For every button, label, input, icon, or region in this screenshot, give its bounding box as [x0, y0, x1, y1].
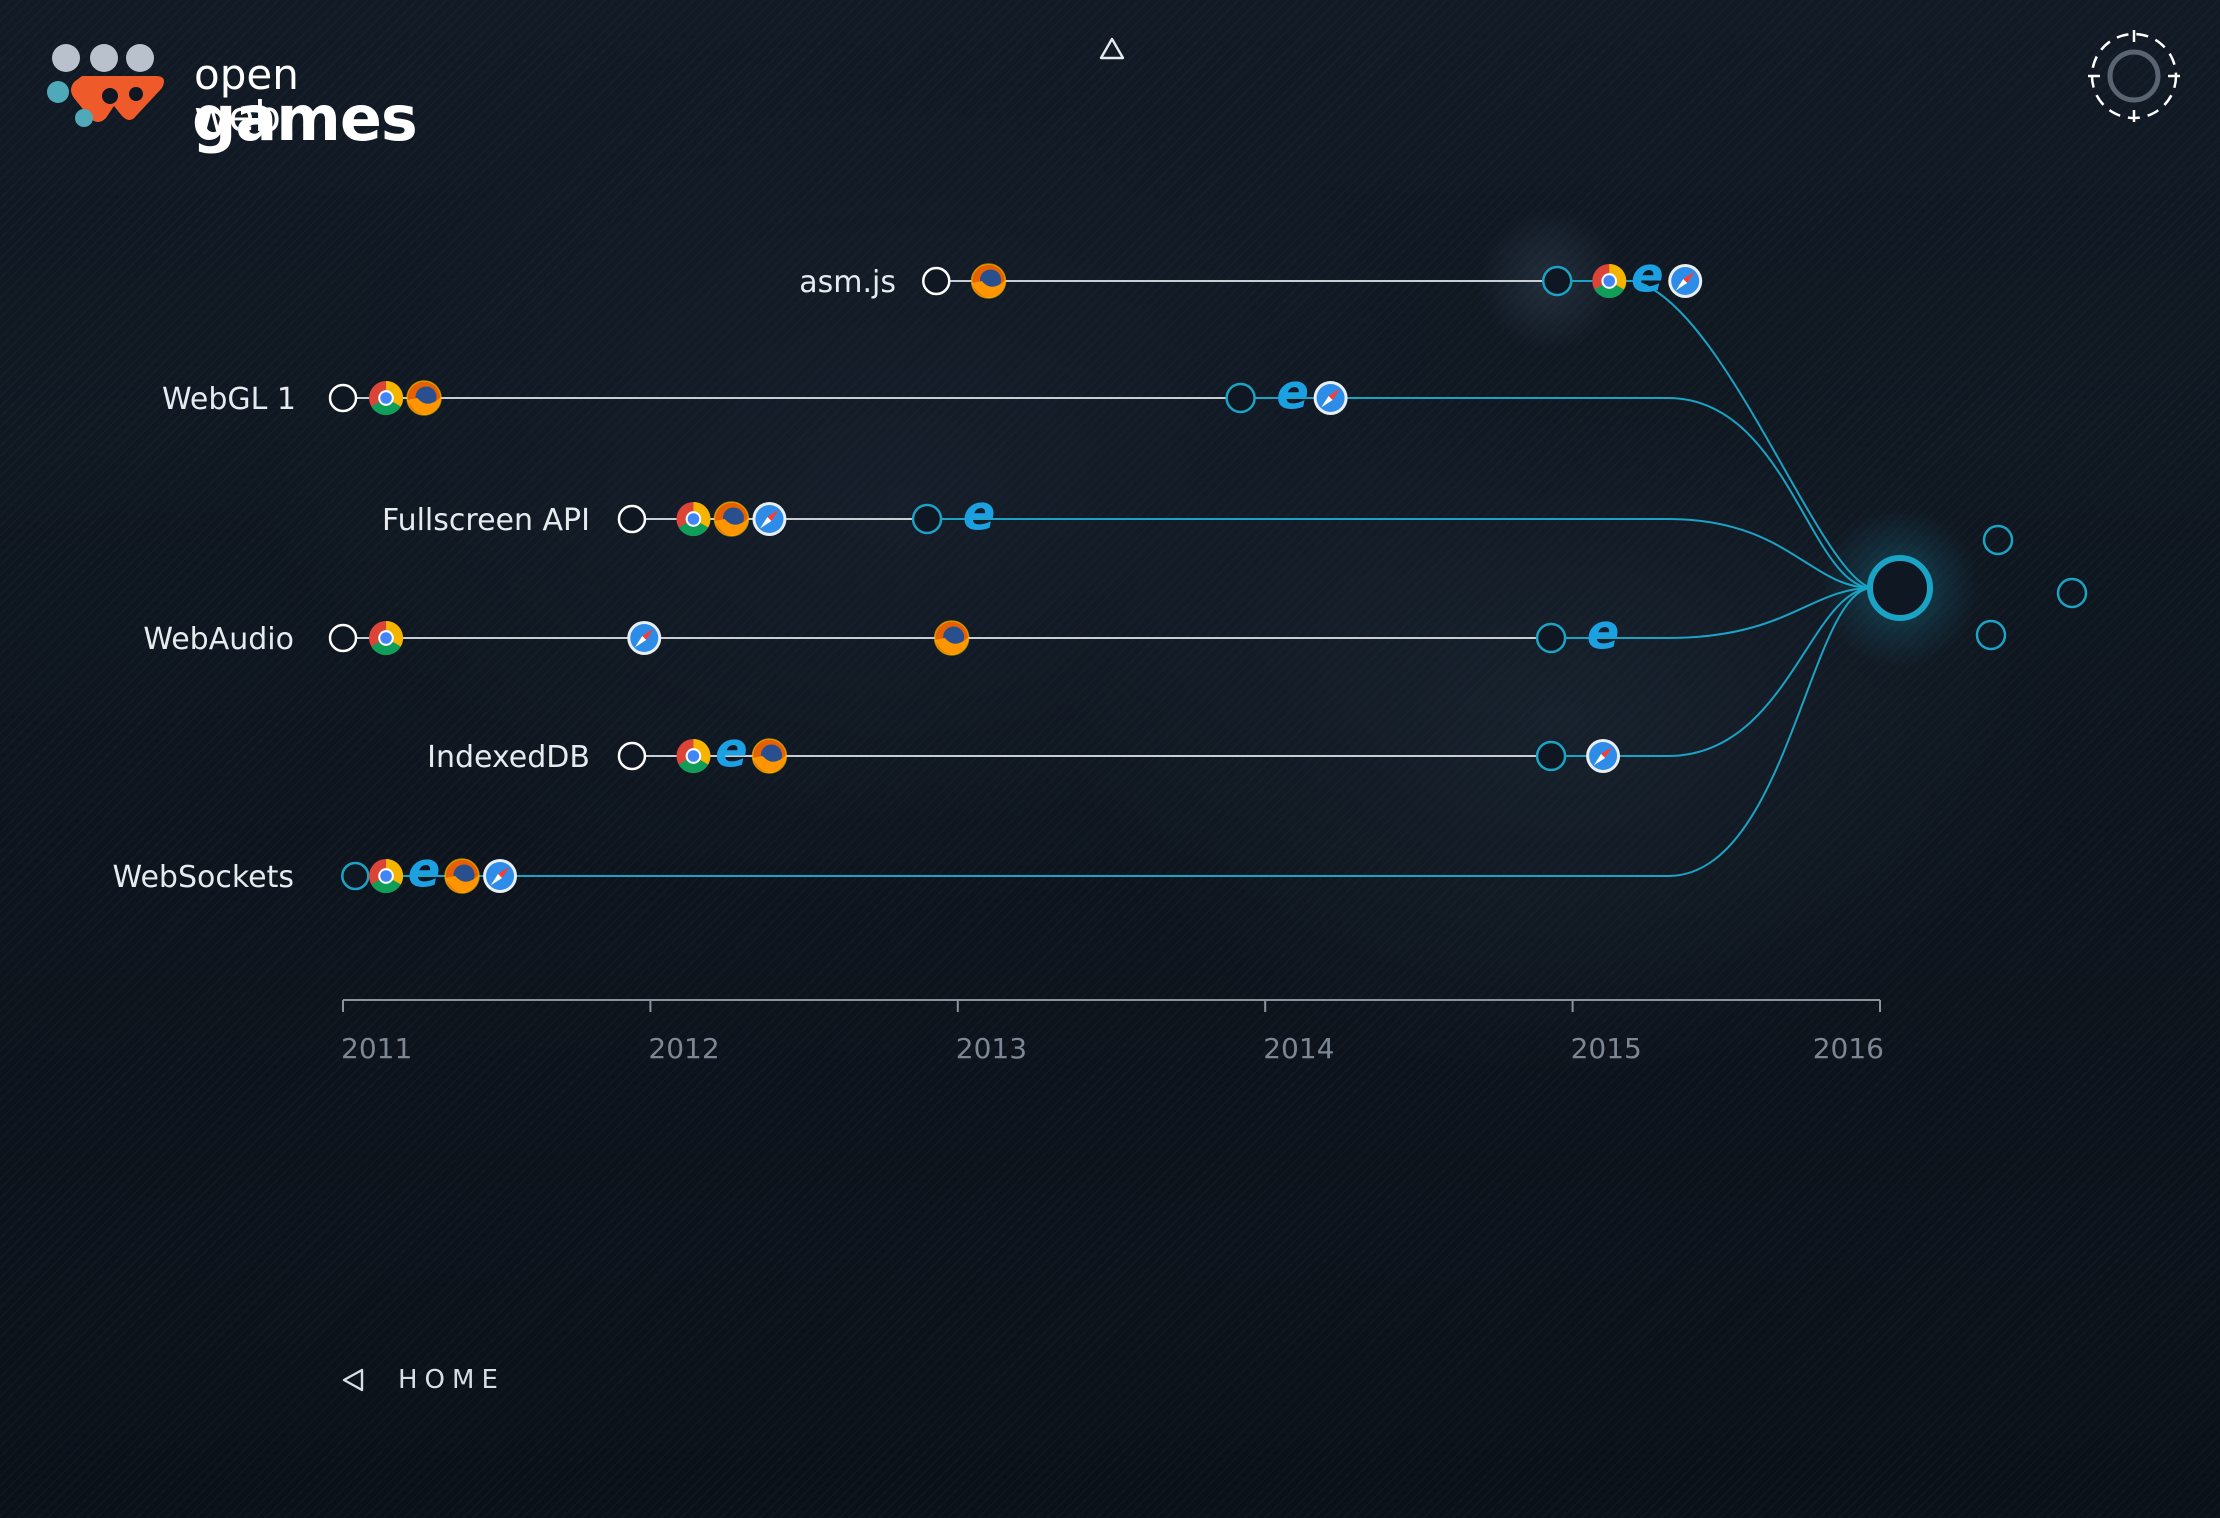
- x-axis-tick-label: 2011: [341, 1032, 412, 1065]
- home-label: HOME: [398, 1365, 505, 1395]
- firefox-icon: [933, 620, 970, 656]
- safari-icon: [1586, 739, 1621, 773]
- feature-label: WebAudio: [143, 622, 294, 657]
- x-axis-tick-label: 2014: [1263, 1032, 1334, 1065]
- feature-start-marker[interactable]: [341, 861, 370, 891]
- timeline-curve-to-hub: [1551, 587, 1873, 757]
- hub-satellite[interactable]: [1975, 619, 2007, 651]
- x-axis-tick-label: 2015: [1571, 1032, 1642, 1065]
- home-link[interactable]: HOME: [340, 1360, 505, 1400]
- svg-text:e: e: [1587, 605, 1620, 661]
- feature-label: Fullscreen API: [382, 503, 590, 538]
- timeline-curve-to-hub: [500, 587, 1873, 877]
- svg-text:e: e: [963, 486, 996, 542]
- hub-satellite[interactable]: [2056, 577, 2088, 609]
- feature-start-marker[interactable]: [617, 741, 647, 771]
- hub-satellite[interactable]: [1982, 524, 2014, 556]
- settings-target-icon[interactable]: [2086, 28, 2182, 124]
- svg-text:e: e: [715, 723, 748, 779]
- safari-icon: [1313, 381, 1348, 415]
- feature-start-marker[interactable]: [328, 383, 358, 413]
- safari-icon: [627, 621, 662, 655]
- adoption-marker[interactable]: [1541, 265, 1573, 297]
- chrome-icon: [369, 858, 404, 894]
- timeline-curve-to-hub: [1551, 587, 1873, 639]
- logo-text-games: games: [192, 82, 418, 155]
- feature-start-marker[interactable]: [922, 266, 951, 296]
- feature-label: asm.js: [799, 265, 896, 300]
- feature-start-marker[interactable]: [328, 623, 358, 653]
- chrome-icon: [1592, 263, 1627, 299]
- x-axis-tick-label: 2013: [956, 1032, 1027, 1065]
- svg-text:e: e: [408, 843, 441, 899]
- x-axis-tick-label: 2012: [648, 1032, 719, 1065]
- x-axis-tick-label: 2016: [1813, 1032, 1884, 1065]
- timeline-curve-to-hub: [927, 518, 1873, 589]
- ie-icon: e: [1587, 605, 1620, 661]
- open-web-games-logo[interactable]: open web games: [44, 32, 418, 150]
- feature-label: WebSockets: [113, 860, 294, 895]
- chrome-icon: [369, 620, 404, 656]
- logo-dots-icon: [47, 44, 164, 127]
- firefox-icon: [713, 501, 750, 537]
- chrome-icon: [676, 738, 711, 774]
- firefox-icon: [970, 263, 1007, 299]
- logo-text-open-web: open web: [194, 50, 299, 141]
- adoption-marker[interactable]: [911, 503, 943, 535]
- adoption-marker[interactable]: [1535, 740, 1567, 772]
- ie-icon: e: [963, 486, 996, 542]
- back-arrow-icon: [342, 1368, 364, 1392]
- safari-icon: [1668, 264, 1703, 298]
- svg-text:e: e: [1631, 248, 1664, 304]
- feature-label: IndexedDB: [427, 740, 590, 775]
- ie-icon: e: [715, 723, 748, 779]
- timeline-curve-to-hub: [1278, 397, 1873, 589]
- chrome-icon: [369, 380, 404, 416]
- timeline-curve-to-hub: [1633, 280, 1873, 589]
- feature-start-marker[interactable]: [617, 504, 647, 534]
- collapse-up-icon[interactable]: [1098, 36, 1126, 62]
- firefox-icon: [751, 738, 788, 774]
- firefox-icon: [444, 858, 480, 894]
- ie-icon: e: [1631, 248, 1664, 304]
- svg-text:e: e: [1276, 365, 1309, 421]
- firefox-icon: [406, 380, 442, 416]
- ie-icon: e: [1276, 365, 1309, 421]
- adoption-marker[interactable]: [1535, 622, 1567, 654]
- safari-icon: [483, 859, 518, 893]
- chrome-icon: [676, 501, 711, 537]
- adoption-marker[interactable]: [1225, 382, 1256, 414]
- safari-icon: [752, 502, 787, 536]
- ie-icon: e: [408, 843, 441, 899]
- feature-label: WebGL 1: [162, 382, 296, 417]
- convergence-hub[interactable]: [1867, 555, 1933, 621]
